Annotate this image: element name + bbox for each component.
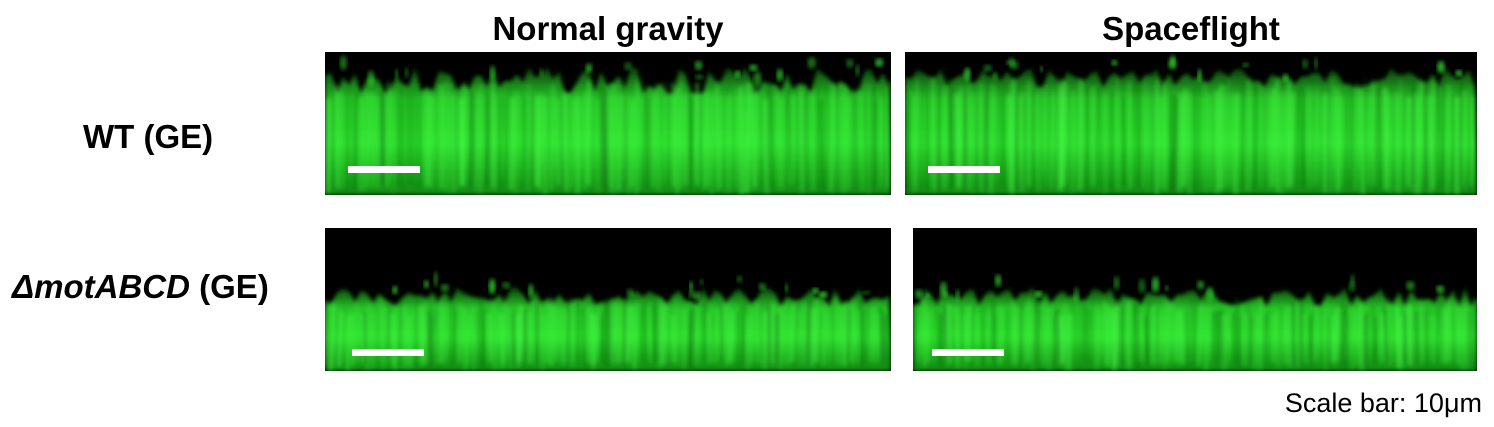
scale-bar [348,166,420,173]
biofilm-image [325,55,891,195]
panel-wt-normal-gravity [325,52,891,195]
scale-bar [928,166,1000,173]
mutant-gene-name: ΔmotABCD [12,268,190,305]
scale-bar [352,349,424,356]
row-header-wt: WT (GE) [83,118,214,155]
biofilm-image [325,271,891,371]
mutant-suffix: (GE) [189,268,269,305]
scale-bar [932,349,1004,356]
panel-wt-spaceflight [905,52,1477,195]
column-header-normal-gravity: Normal gravity [492,10,724,47]
panel-mutant-spaceflight [913,228,1477,371]
panel-mutant-normal-gravity [325,228,891,371]
column-header-spaceflight: Spaceflight [1102,10,1280,47]
row-header-mutant: ΔmotABCD (GE) [12,268,269,306]
biofilm-image [905,54,1477,195]
biofilm-image [913,274,1477,371]
scale-bar-caption: Scale bar: 10μm [1284,388,1482,418]
